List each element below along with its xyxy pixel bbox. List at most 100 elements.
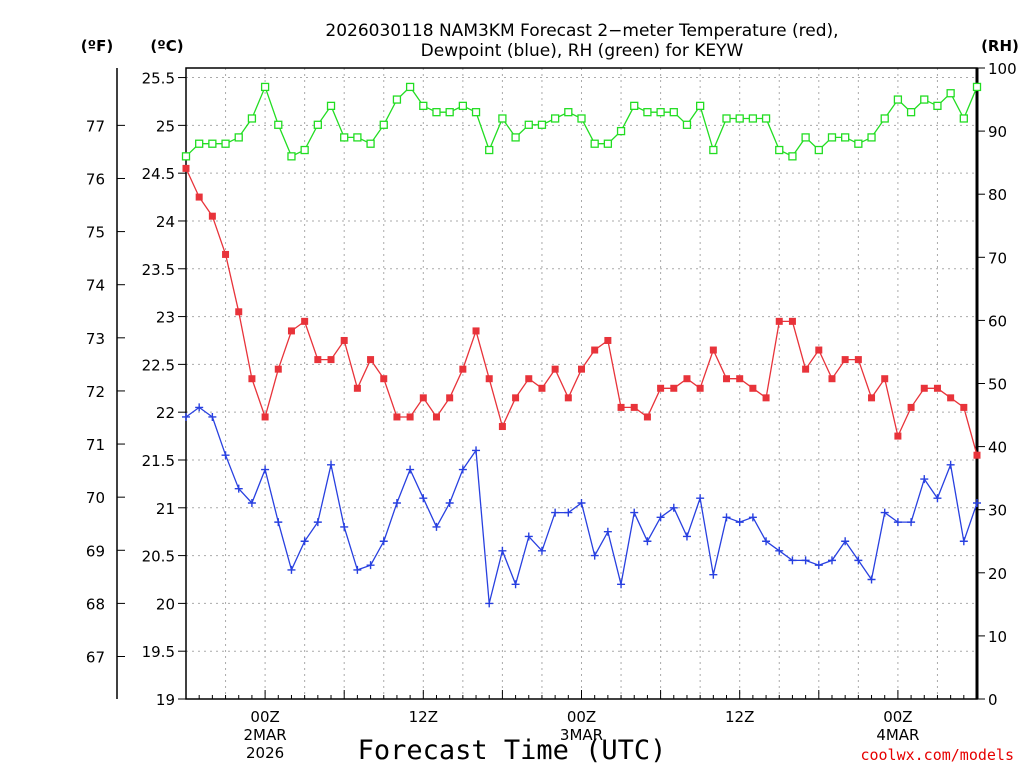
dewpoint-point [564,508,573,517]
dewpoint-point [617,580,626,589]
temperature-point [973,451,981,459]
dewpoint-point [827,556,836,565]
rh-point [537,120,547,129]
dewpoint-point [221,451,230,460]
temperature-point [709,346,717,354]
rh-point [867,133,876,142]
temperature-point [340,336,348,344]
dewpoint-point [419,494,428,503]
dewpoint-point [379,537,388,546]
data-series [181,82,982,608]
rh-point [643,108,652,117]
rh-point [590,139,599,148]
rh-point [379,120,388,129]
temperature-point [274,365,282,373]
rh-unit-label: (RH) [981,37,1019,55]
fahrenheit-tick-label: 74 [86,277,105,295]
temperature-point [551,365,559,373]
dewpoint-point [195,403,204,412]
rh-point [247,114,257,123]
celsius-tick-label: 22 [156,404,175,422]
dewpoint-point [445,499,454,508]
dewpoint-point [920,475,929,484]
temperature-point [446,394,454,402]
temperature-point [736,375,744,383]
rh-point [221,139,230,148]
fahrenheit-tick-label: 70 [86,489,105,507]
celsius-tick-label: 20 [156,595,175,613]
rh-point [880,114,889,123]
temperature-point [525,375,533,383]
dewpoint-point [551,508,560,517]
temperature-point [894,432,902,440]
temperature-point [815,346,823,354]
series-temperature [182,164,981,459]
dewpoint-point [300,537,309,546]
temperature-point [498,423,506,431]
plot-frame [185,67,978,700]
dewpoint-point [880,508,889,517]
dewpoint-point [524,532,533,541]
dewpoint-point [669,503,678,512]
dewpoint-point [406,465,415,474]
rh-point [827,133,837,142]
temperature-point [261,413,269,421]
dewpoint-point [182,412,190,421]
temperature-point [762,394,770,402]
x-tick-label: 00Z [883,708,912,726]
x-date-label: 2MAR [244,726,287,744]
rh-point [392,95,402,104]
dewpoint-point [590,551,599,560]
rh-point [906,108,916,117]
dewpoint-point [366,561,375,570]
temperature-point [314,356,322,364]
temperature-point [907,403,915,411]
chart-title: 2026030118 NAM3KM Forecast 2−meter Tempe… [325,21,838,61]
dewpoint-point [274,518,283,527]
rh-point [550,114,560,123]
temperature-point [248,375,256,383]
temperature-point [432,413,440,421]
temperature-point [419,394,427,402]
rh-tick-label: 20 [988,565,1007,583]
temperature-point [406,413,414,421]
dewpoint-point [537,546,546,555]
series-rh [181,82,982,161]
temperature-point [353,384,361,392]
rh-point [761,114,771,123]
dewpoint-point [762,537,771,546]
fahrenheit-tick-label: 71 [86,436,105,454]
fahrenheit-tick-label: 76 [86,170,105,188]
rh-point [208,139,217,148]
temperature-point [788,317,796,325]
temperature-point [670,384,678,392]
fahrenheit-tick-label: 69 [86,542,105,560]
temperature-point [485,375,493,383]
dewpoint-point [340,522,349,531]
title-line-2: Dewpoint (blue), RH (green) for KEYW [421,41,744,61]
rh-point [788,152,797,161]
dewpoint-point [498,546,507,555]
temperature-point [208,212,216,220]
temperature-point [327,356,335,364]
x-tick-label: 00Z [567,708,596,726]
fahrenheit-tick-label: 73 [86,330,105,348]
celsius-tick-label: 23.5 [142,261,175,279]
dewpoint-point [814,561,823,570]
rh-point [775,145,784,155]
dewpoint-point [709,570,718,579]
dewpoint-point [247,499,256,508]
dewpoint-point [643,537,652,546]
rh-point [260,82,270,92]
temperature-point [512,394,520,402]
x-tick-label: 12Z [409,708,438,726]
rh-point [326,101,336,111]
x-axis-title: Forecast Time (UTC) [358,735,667,766]
dewpoint-point [735,518,744,527]
rh-point [432,108,441,117]
rh-point [603,139,613,148]
temperature-point [841,356,849,364]
dewpoint-point [432,522,441,531]
rh-point [682,120,692,129]
rh-point [841,133,850,142]
